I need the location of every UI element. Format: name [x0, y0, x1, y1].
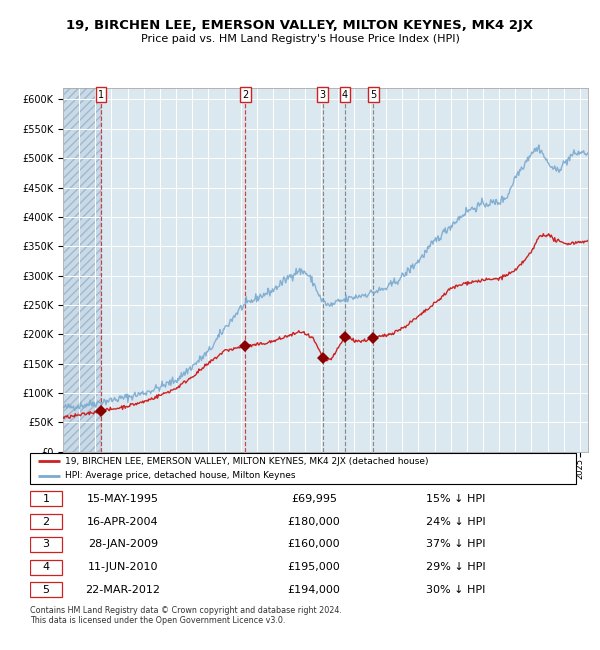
Text: 1: 1: [98, 90, 104, 99]
FancyBboxPatch shape: [30, 560, 62, 575]
Text: 22-MAR-2012: 22-MAR-2012: [85, 585, 160, 595]
Text: 11-JUN-2010: 11-JUN-2010: [88, 562, 158, 572]
Text: 19, BIRCHEN LEE, EMERSON VALLEY, MILTON KEYNES, MK4 2JX (detached house): 19, BIRCHEN LEE, EMERSON VALLEY, MILTON …: [65, 457, 429, 466]
Bar: [63, 88, 101, 452]
Text: £69,995: £69,995: [291, 494, 337, 504]
Text: HPI: Average price, detached house, Milton Keynes: HPI: Average price, detached house, Milt…: [65, 471, 296, 480]
Text: 2: 2: [42, 517, 49, 526]
FancyBboxPatch shape: [30, 537, 62, 552]
Text: 37% ↓ HPI: 37% ↓ HPI: [426, 540, 485, 549]
Text: £195,000: £195,000: [287, 562, 340, 572]
Text: 15% ↓ HPI: 15% ↓ HPI: [426, 494, 485, 504]
Text: £180,000: £180,000: [287, 517, 340, 526]
Text: 2: 2: [242, 90, 248, 99]
FancyBboxPatch shape: [30, 582, 62, 597]
Text: 30% ↓ HPI: 30% ↓ HPI: [426, 585, 485, 595]
Text: 16-APR-2004: 16-APR-2004: [87, 517, 158, 526]
Text: Contains HM Land Registry data © Crown copyright and database right 2024.
This d: Contains HM Land Registry data © Crown c…: [30, 606, 342, 625]
Text: 5: 5: [43, 585, 49, 595]
Text: Price paid vs. HM Land Registry's House Price Index (HPI): Price paid vs. HM Land Registry's House …: [140, 34, 460, 44]
Text: 4: 4: [341, 90, 348, 99]
Text: 3: 3: [43, 540, 49, 549]
Text: 3: 3: [320, 90, 326, 99]
Text: 4: 4: [42, 562, 49, 572]
FancyBboxPatch shape: [30, 453, 576, 484]
Text: 28-JAN-2009: 28-JAN-2009: [88, 540, 158, 549]
Text: 15-MAY-1995: 15-MAY-1995: [87, 494, 159, 504]
Text: 24% ↓ HPI: 24% ↓ HPI: [426, 517, 485, 526]
Text: 1: 1: [43, 494, 49, 504]
Text: £160,000: £160,000: [287, 540, 340, 549]
FancyBboxPatch shape: [30, 491, 62, 506]
Text: 5: 5: [370, 90, 377, 99]
FancyBboxPatch shape: [30, 514, 62, 529]
Text: 29% ↓ HPI: 29% ↓ HPI: [426, 562, 485, 572]
Text: £194,000: £194,000: [287, 585, 340, 595]
Text: 19, BIRCHEN LEE, EMERSON VALLEY, MILTON KEYNES, MK4 2JX: 19, BIRCHEN LEE, EMERSON VALLEY, MILTON …: [67, 20, 533, 32]
